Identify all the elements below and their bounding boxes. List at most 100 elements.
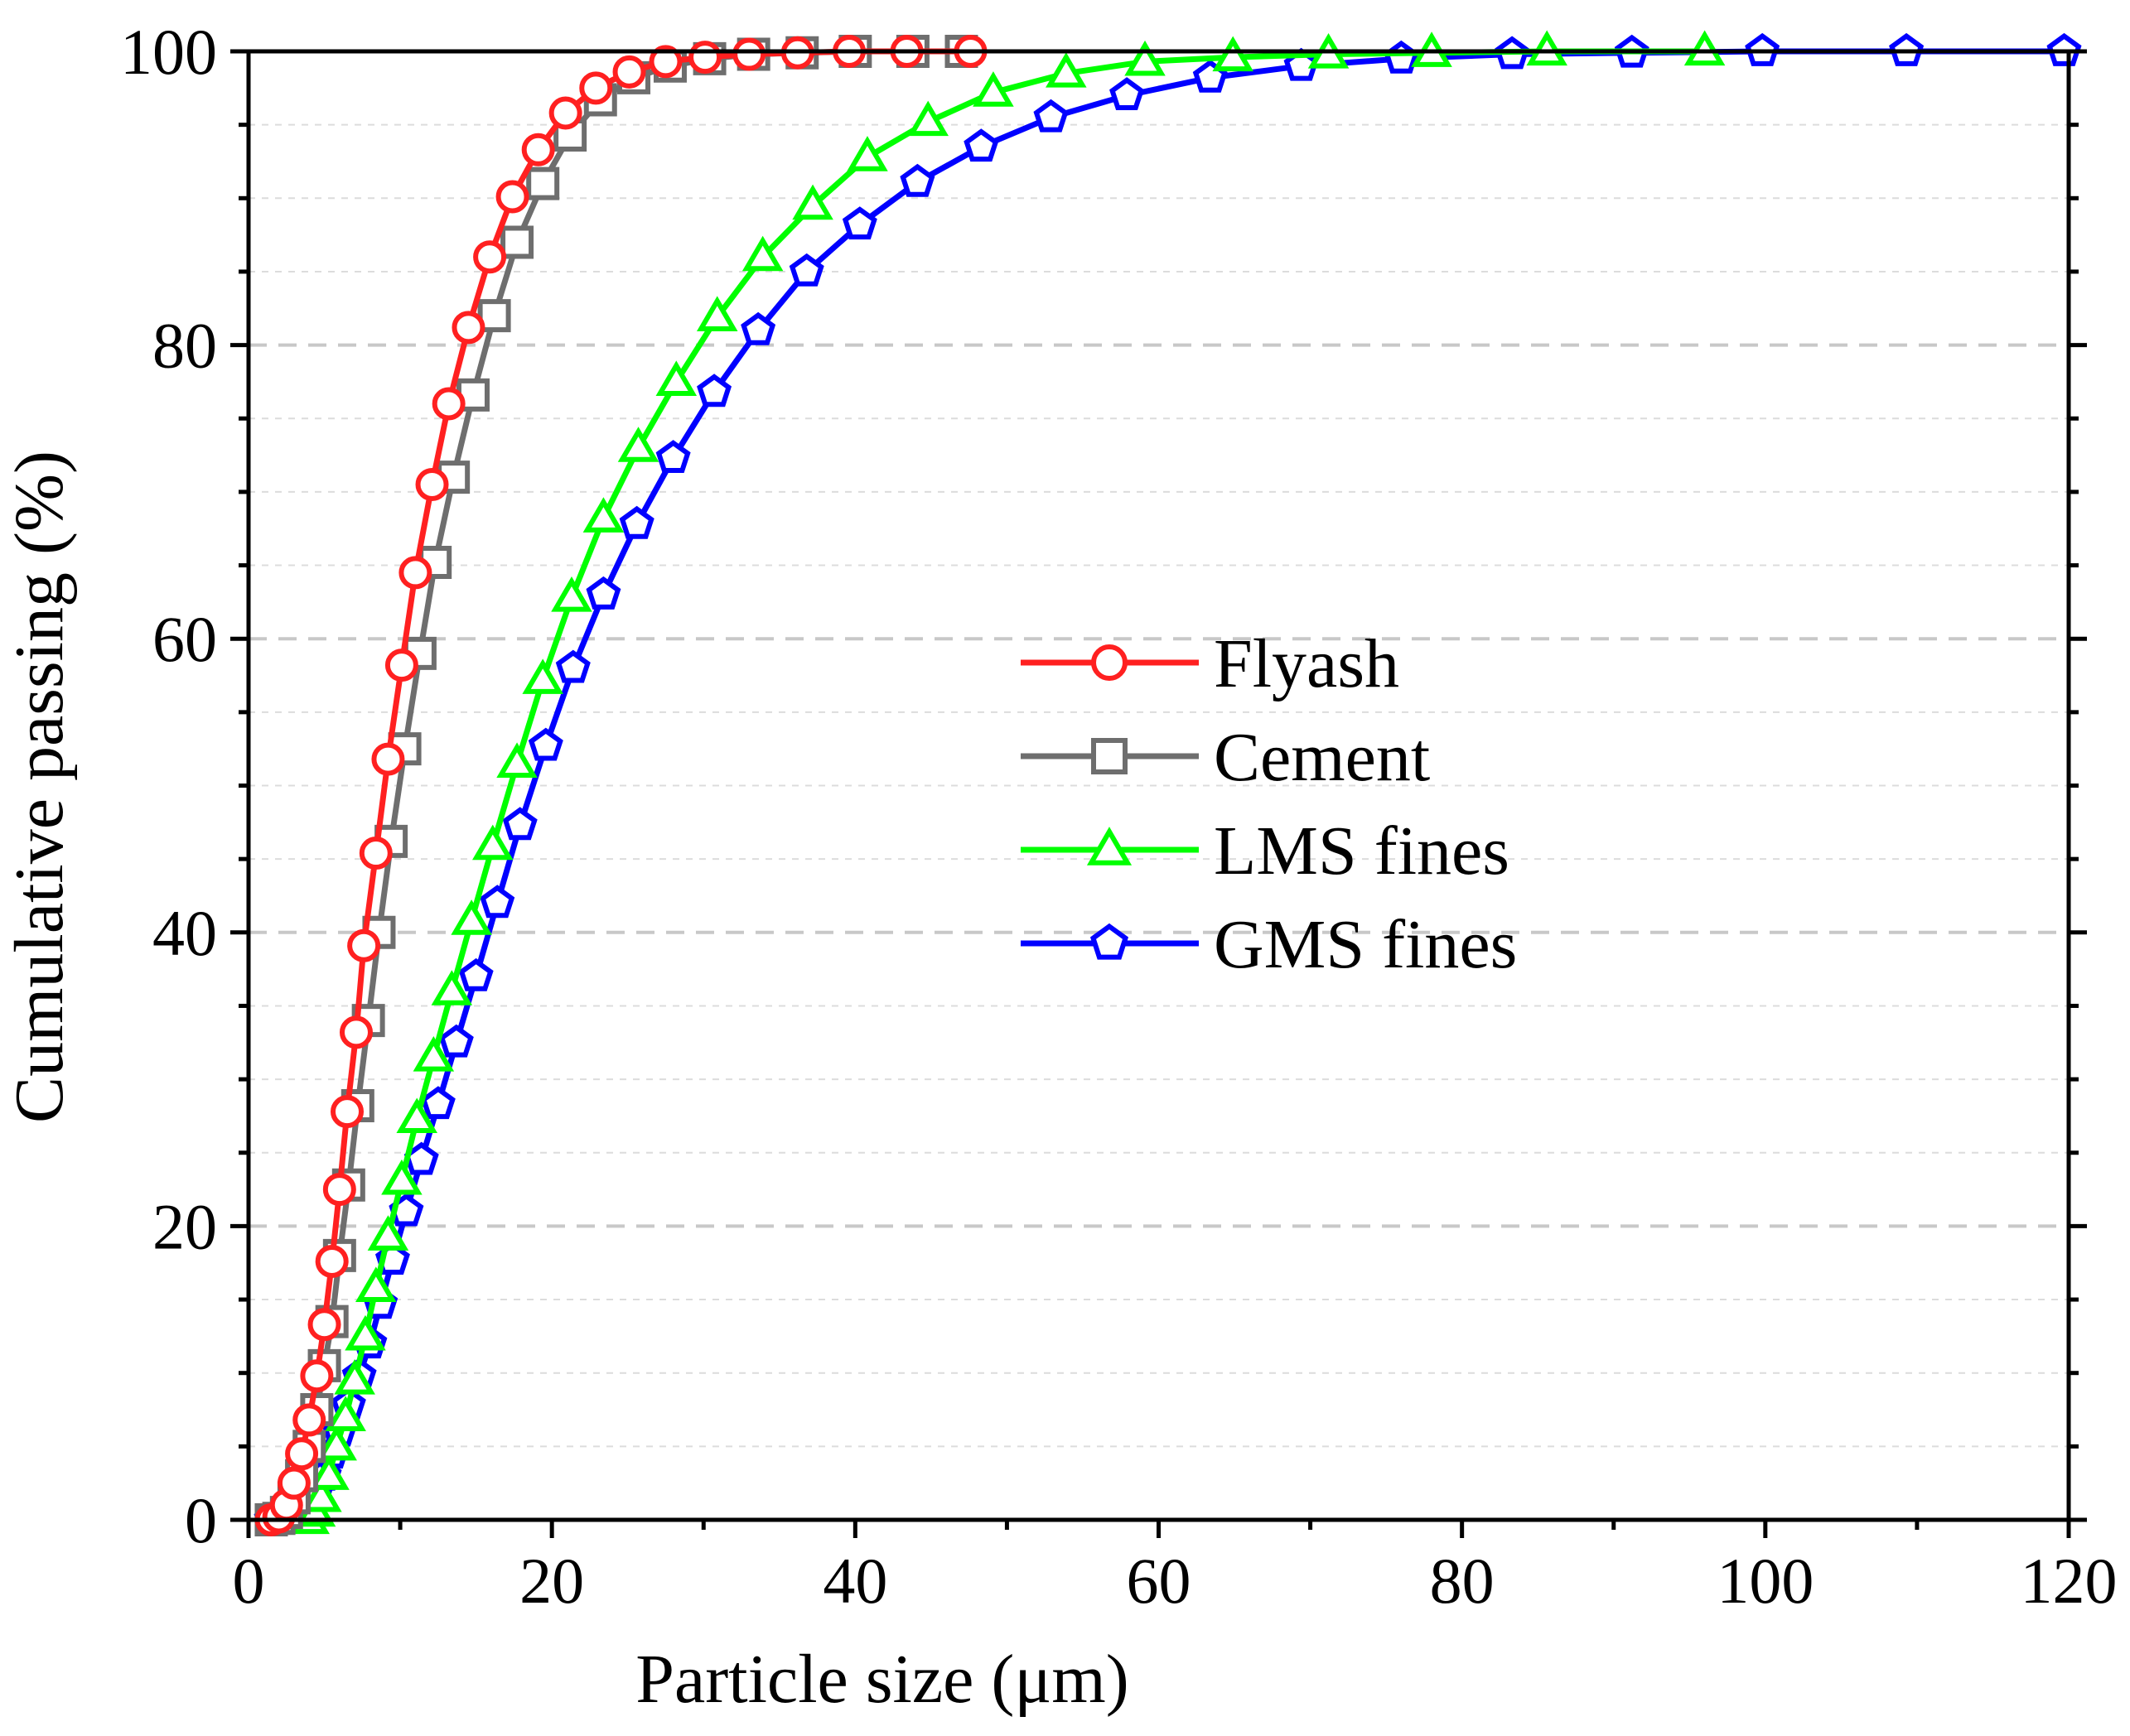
data-point (301, 1476, 342, 1512)
data-point (345, 1314, 386, 1351)
legend-label: LMS fines (1214, 813, 1509, 890)
data-point (322, 1173, 356, 1207)
data-point (528, 727, 563, 761)
data-point (496, 742, 538, 778)
data-point (315, 1244, 349, 1278)
data-point (1046, 52, 1087, 88)
legend-marker (1089, 923, 1129, 960)
data-point (473, 240, 507, 274)
y-tick-label: 100 (120, 16, 217, 88)
y-tick-label: 80 (152, 310, 217, 382)
data-point (432, 387, 466, 421)
data-point (500, 225, 534, 259)
x-tick-label: 60 (1127, 1545, 1191, 1617)
data-point (522, 658, 563, 694)
data-point (697, 374, 732, 407)
data-point (495, 180, 529, 214)
series-cement (254, 35, 978, 1536)
data-point (359, 837, 393, 870)
data-point (964, 128, 999, 162)
legend-label: GMS fines (1214, 906, 1517, 983)
x-tick-label: 80 (1430, 1545, 1495, 1617)
data-point (555, 649, 591, 683)
data-point (586, 576, 621, 610)
data-point (732, 37, 766, 71)
data-point (451, 899, 492, 935)
data-point (438, 1024, 474, 1058)
series-layer (254, 30, 2082, 1536)
data-point (612, 55, 646, 89)
data-point (526, 166, 560, 200)
data-point (413, 1035, 455, 1072)
data-point (973, 71, 1014, 107)
data-point (381, 1159, 423, 1195)
data-point (847, 136, 888, 171)
data-point (1033, 99, 1069, 133)
legend-item: LMS fines (1021, 813, 1509, 890)
data-point (285, 1437, 319, 1471)
data-point (398, 556, 432, 590)
data-point (308, 1454, 350, 1490)
x-tick-label: 0 (233, 1545, 265, 1617)
legend-marker (1091, 644, 1128, 681)
data-point (655, 440, 691, 473)
data-point (339, 1015, 373, 1049)
y-axis-title: Cumulative passing (%) (1, 451, 78, 1123)
data-point (649, 45, 683, 79)
legend-label: Flyash (1214, 625, 1399, 702)
data-point (334, 1359, 375, 1395)
y-tick-label: 0 (185, 1484, 217, 1556)
data-point (367, 1215, 409, 1251)
data-point (900, 163, 935, 197)
data-point (277, 1466, 311, 1500)
data-point (741, 235, 784, 272)
data-point (696, 296, 738, 331)
data-point (741, 311, 776, 345)
legend-label: Cement (1214, 719, 1430, 796)
data-point (396, 1097, 437, 1134)
data-point (480, 885, 515, 919)
x-tick-label: 40 (823, 1545, 887, 1617)
data-point (355, 1266, 397, 1302)
x-tick-label: 120 (2021, 1545, 2118, 1617)
data-point (316, 1425, 357, 1461)
data-point (1109, 77, 1145, 110)
series-flyash (254, 35, 988, 1536)
legend-item: GMS fines (1021, 906, 1517, 983)
data-point (579, 71, 613, 105)
data-point (688, 41, 722, 75)
data-point (458, 957, 494, 991)
series-gms-fines (254, 32, 2082, 1535)
data-point (325, 1396, 366, 1431)
y-tick-label: 40 (152, 897, 217, 969)
legend-item: Cement (1021, 719, 1430, 796)
series-lms-fines (288, 30, 1726, 1535)
data-point (789, 253, 824, 287)
data-point (331, 1095, 365, 1129)
data-point (1212, 36, 1253, 72)
data-point (307, 1308, 341, 1342)
data-point (292, 1403, 326, 1437)
data-point (655, 360, 698, 397)
plot-frame (246, 49, 2071, 1522)
data-point (347, 928, 381, 962)
data-point (842, 206, 877, 240)
data-point (300, 1359, 334, 1393)
data-point (792, 184, 833, 220)
data-point (452, 311, 485, 345)
legend-marker (1091, 738, 1128, 774)
data-point (1683, 30, 1726, 66)
x-axis-title: Particle size (μm) (635, 1641, 1128, 1718)
y-tick-label: 60 (152, 603, 217, 675)
data-point (431, 970, 473, 1005)
data-point (582, 497, 625, 533)
x-tick-label: 100 (1717, 1545, 1814, 1617)
data-point (1124, 40, 1166, 76)
data-point (1526, 30, 1567, 66)
x-tick-label: 20 (519, 1545, 584, 1617)
data-point (617, 427, 659, 462)
data-point (471, 824, 514, 861)
data-point (502, 807, 538, 841)
